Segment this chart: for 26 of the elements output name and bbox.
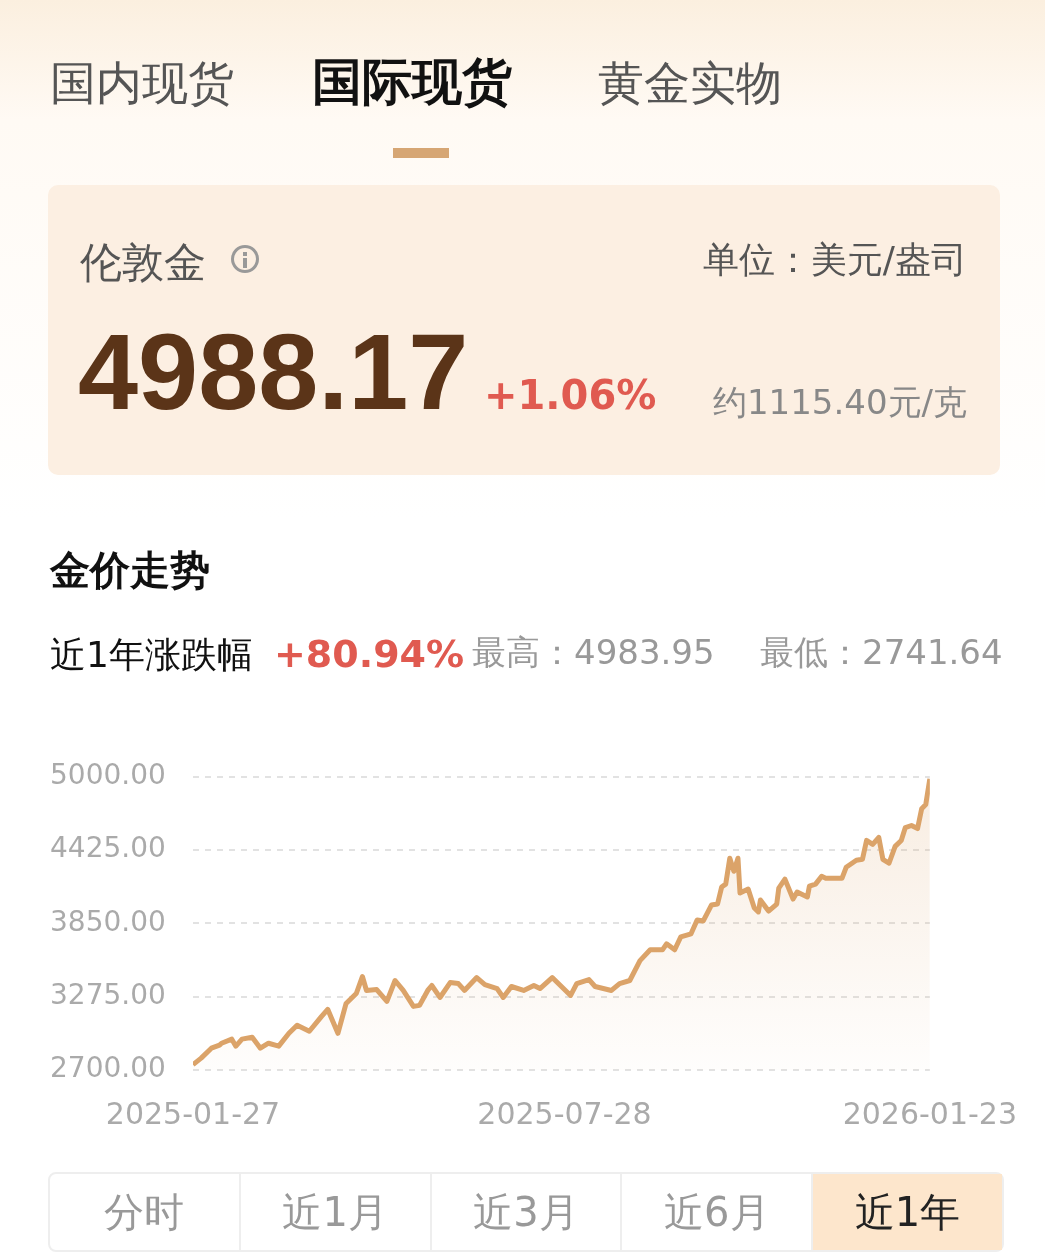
- y-tick-label: 4425.00: [50, 831, 166, 865]
- text: 伦敦金: [80, 238, 206, 287]
- x-tick-label: 2025-07-28: [477, 1095, 652, 1131]
- text: 单位：美元/盎司: [702, 239, 967, 280]
- text: 4988.17: [78, 311, 469, 432]
- y-tick-label: 2700.00: [50, 1051, 166, 1085]
- x-tick-label: 2025-01-27: [105, 1095, 281, 1131]
- y-tick-label: 3275.00: [50, 977, 166, 1011]
- text: 黄金实物: [598, 56, 782, 110]
- text: 近1年: [813, 1174, 1002, 1250]
- text: 国际现货: [312, 53, 512, 111]
- chart-title: 金价走势: [50, 547, 210, 593]
- text: +80.94%: [274, 632, 465, 676]
- y-tick-label: 5000.00: [50, 758, 166, 792]
- text: 近1年涨跌幅: [50, 634, 253, 675]
- text: 约1115.40元/克: [712, 382, 967, 422]
- text: +1.06%: [484, 372, 657, 418]
- x-tick-label: 2026-01-23: [842, 1095, 1018, 1131]
- text: 最低：2741.64: [760, 632, 1003, 672]
- text: 国内现货: [50, 56, 234, 110]
- text: 最高：4983.95: [472, 632, 715, 672]
- y-tick-label: 3850.00: [50, 904, 166, 938]
- text: 近3月: [431, 1174, 623, 1250]
- text: 近6月: [622, 1174, 814, 1250]
- text: 近1月: [240, 1174, 432, 1250]
- text: 分时: [50, 1174, 241, 1250]
